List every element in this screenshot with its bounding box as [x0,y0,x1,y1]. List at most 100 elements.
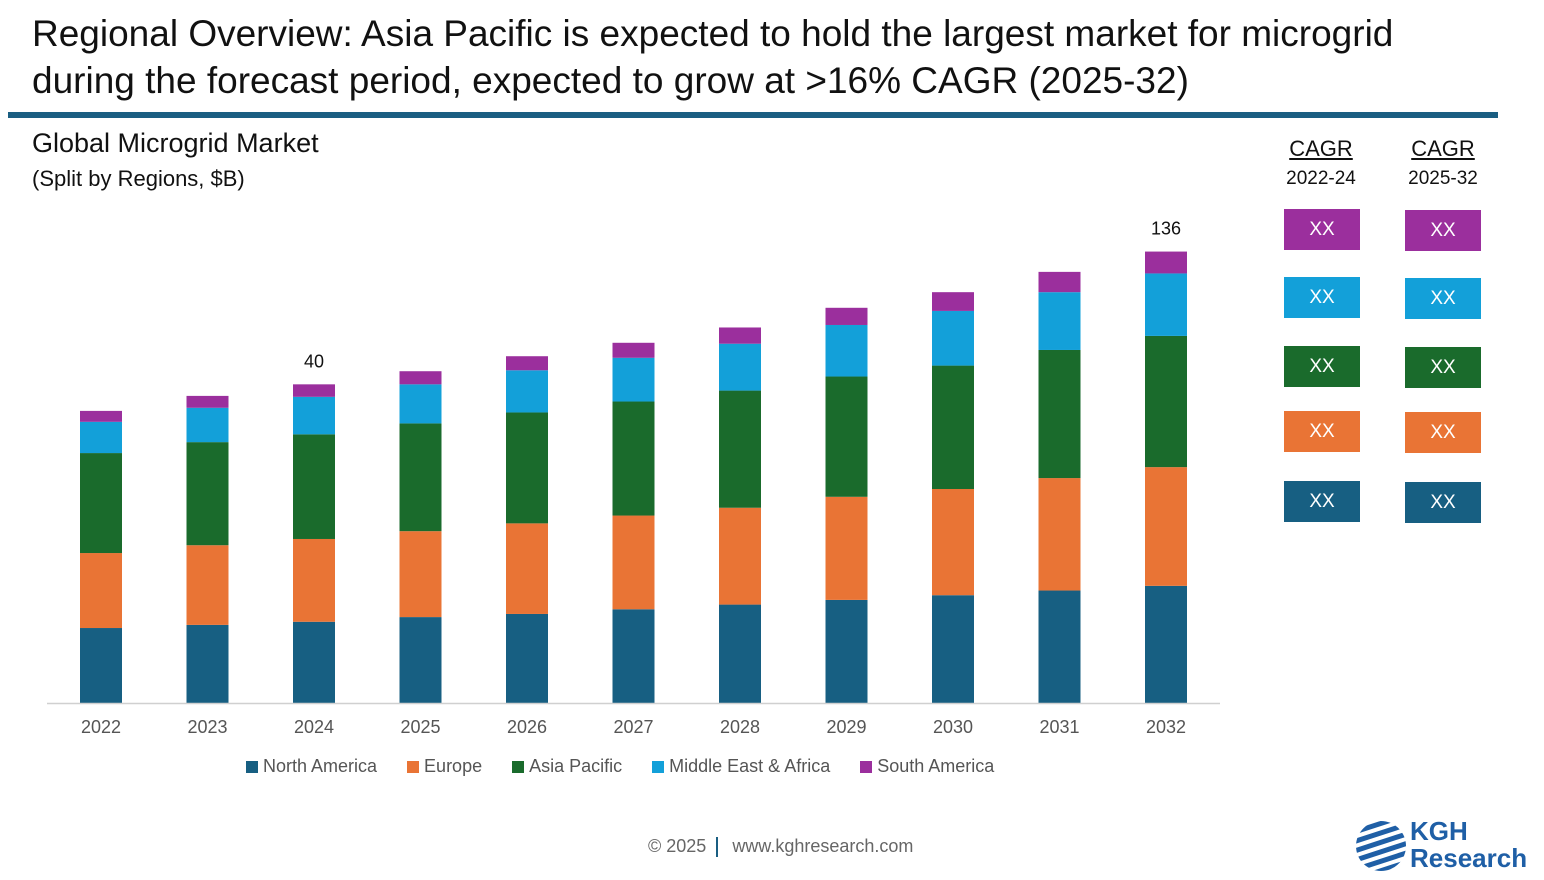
footer-divider [716,836,719,857]
logo-text-line1: KGH [1410,816,1468,846]
bar-segment [186,442,229,546]
header-rule [8,112,1498,118]
bar-segment [293,621,335,703]
legend-swatch [407,760,420,773]
bar-segment [1038,349,1081,479]
bar-segment [399,423,442,532]
bar-segment [399,531,442,618]
bar-segment [1145,585,1187,703]
bar-segment [932,310,974,366]
cagr-column-2-heading: CAGR [1411,136,1475,161]
globe-icon [1356,821,1406,871]
legend-swatch [652,760,665,773]
cagr-column-1: CAGR 2022-24 [1266,136,1376,190]
x-tick-label: 2025 [400,717,440,737]
bar-segment [932,292,974,311]
x-tick-label: 2022 [81,717,121,737]
x-tick-label: 2032 [1146,717,1186,737]
bar-segment [1145,273,1187,336]
kgh-research-logo: KGH Research [1354,818,1540,876]
legend-item: Middle East & Africa [652,756,830,777]
bar-segment [80,421,122,454]
x-tick-label: 2026 [507,717,547,737]
x-tick-label: 2029 [826,717,866,737]
bar-segment [1145,335,1187,468]
bar-segment [612,342,655,358]
bar-segment [80,453,122,554]
bar-segment [719,327,761,344]
bar-segment [1038,478,1081,591]
data-label: 136 [1151,219,1181,239]
footer-website-link[interactable]: www.kghresearch.com [732,836,914,856]
bar-segment [1145,251,1187,274]
bar-segment [293,396,335,435]
bar-segment [612,401,655,516]
cagr-cell: XX [1405,278,1481,319]
cagr-cell: XX [1284,277,1360,318]
cagr-cell: XX [1284,346,1360,387]
bar-segment [1038,590,1081,703]
bar-segment [186,395,229,408]
bar-segment [1145,467,1187,586]
legend-label: Asia Pacific [529,756,623,776]
legend-label: Europe [424,756,483,776]
footer-copyright: © 2025 [648,836,707,856]
logo-text: KGH Research [1410,818,1527,872]
x-tick-label: 2023 [187,717,227,737]
logo-text-line2: Research [1410,843,1528,873]
bar-segment [932,365,974,489]
bar-segment [399,617,442,703]
x-tick-label: 2027 [613,717,653,737]
legend-item: Europe [407,756,482,777]
bar-segment [612,609,655,703]
bar-segment [186,407,229,443]
legend-item: South America [860,756,994,777]
x-tick-label: 2030 [933,717,973,737]
bar-segment [932,488,974,596]
bar-segment [719,343,761,391]
cagr-cell: XX [1284,411,1360,452]
legend-label: Middle East & Africa [669,756,831,776]
bar-segment [932,595,974,703]
cagr-cell: XX [1405,347,1481,388]
cagr-cell: XX [1405,210,1481,251]
x-tick-label: 2024 [294,717,334,737]
bar-segment [612,357,655,402]
bar-segment [719,507,761,605]
bar-segment [825,376,868,497]
bar-segment [80,553,122,629]
legend-item: North America [246,756,377,777]
bar-segment [506,412,548,524]
cagr-column-1-heading: CAGR [1289,136,1353,161]
bar-segment [1038,292,1081,350]
cagr-cell: XX [1284,481,1360,522]
bar-segment [80,628,122,703]
bar-segment [719,390,761,508]
legend-label: North America [263,756,378,776]
data-label: 40 [304,351,324,371]
bar-segment [506,370,548,413]
bar-segment [612,515,655,610]
bar-segment [186,545,229,625]
chart-subtitle: (Split by Regions, $B) [32,166,245,191]
bar-segment [186,624,229,703]
legend-label: South America [877,756,995,776]
bar-segment [80,410,122,422]
cagr-column-2: CAGR 2025-32 [1388,136,1498,190]
cagr-column-2-period: 2025-32 [1408,168,1478,189]
bar-segment [825,496,868,600]
x-tick-label: 2028 [720,717,760,737]
chart-legend: North America Europe Asia Pacific Middle… [246,756,1024,777]
bar-segment [293,538,335,622]
bar-segment [719,604,761,703]
bar-segment [506,523,548,614]
cagr-cell: XX [1405,482,1481,523]
bar-segment [399,384,442,424]
bar-segment [293,384,335,397]
cagr-column-1-period: 2022-24 [1286,168,1356,189]
bar-segment [506,356,548,371]
bar-segment [293,434,335,539]
bar-segment [825,307,868,325]
legend-swatch [246,760,258,773]
